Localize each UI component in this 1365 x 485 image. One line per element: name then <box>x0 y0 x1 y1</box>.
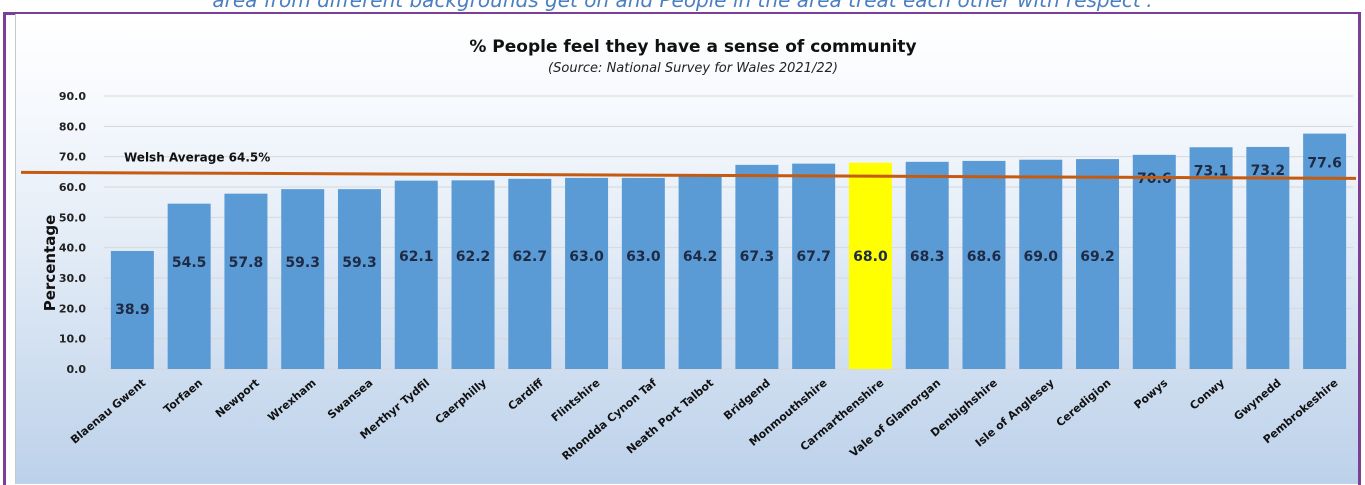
category-label: Cardiff <box>506 376 546 413</box>
value-labels: 38.9 54.5 57.8 59.3 59.3 62.1 62.2 62.7 63.0 63.0… <box>115 156 1342 318</box>
bar-newport <box>224 193 268 369</box>
bar-value-label: 73.1 <box>1194 163 1229 179</box>
bar-value-label: 62.2 <box>456 249 491 265</box>
bar-isle-of-anglesey <box>1019 159 1063 369</box>
bar-value-label: 68.3 <box>910 249 945 265</box>
bar-conwy <box>1189 147 1233 369</box>
category-label: Gwynedd <box>1231 376 1283 423</box>
category-label: Torfaen <box>161 376 205 416</box>
y-tick-label: 90.0 <box>59 90 86 103</box>
chart-subtitle: (Source: National Survey for Wales 2021/… <box>548 61 838 76</box>
bar-denbighshire <box>962 160 1006 369</box>
bar-gwynedd <box>1246 146 1290 369</box>
y-tick-label: 70.0 <box>59 151 86 164</box>
bar-swansea <box>337 189 381 369</box>
bar-chart: 0.010.020.030.040.050.060.070.080.090.0 … <box>20 37 1357 463</box>
category-label: Caerphilly <box>433 376 489 426</box>
bar-cardiff <box>508 178 552 369</box>
bar-value-label: 62.7 <box>513 249 548 265</box>
bar-torfaen <box>167 203 211 369</box>
category-label: Conwy <box>1187 376 1227 412</box>
bar-value-label: 69.0 <box>1023 249 1058 265</box>
chart-panel: 0.0 10.0 20.0 30.0 40.0 50.0 60.0 70.0 80.0 90.0 … <box>15 14 1358 484</box>
bar-value-label: 68.6 <box>967 249 1002 265</box>
category-labels: Blaenau Gwent Torfaen Newport Wrexham Swanse… <box>68 376 1340 463</box>
bar-blaenau-gwent <box>110 251 154 369</box>
bar-neath-port-talbot <box>678 174 722 369</box>
bar-monmouthshire <box>792 163 836 369</box>
bar-ceredigion <box>1076 159 1120 369</box>
category-label: Rhondda Cynon Taf <box>560 376 660 463</box>
bar-value-label: 59.3 <box>285 255 320 271</box>
bar-rhondda-cynon-taf <box>621 177 665 369</box>
bar-powys <box>1132 154 1176 369</box>
bar-vale-of-glamorgan <box>905 161 949 369</box>
bar-value-label: 69.2 <box>1080 249 1115 265</box>
chart-title: % People feel they have a sense of commu… <box>469 37 916 57</box>
bar-value-label: 64.2 <box>683 249 718 265</box>
bar-pembrokeshire <box>1303 133 1347 369</box>
bar-wrexham <box>281 189 325 369</box>
category-label: Ceredigion <box>1054 376 1114 429</box>
bar-value-label: 67.3 <box>740 249 775 265</box>
category-label: Bridgend <box>721 376 773 422</box>
y-tick-label: 30.0 <box>59 272 86 285</box>
category-label: Blaenau Gwent <box>68 376 148 446</box>
y-axis-ticks: 0.0 10.0 20.0 30.0 40.0 50.0 60.0 70.0 80.0 90.0 <box>59 90 86 376</box>
category-label: Flintshire <box>549 376 603 424</box>
y-tick-label: 80.0 <box>59 120 86 133</box>
bar-merthyr-tydfil <box>394 180 438 369</box>
header-caption-strip: area from different backgrounds get on a… <box>0 0 1365 12</box>
category-label: Powys <box>1132 376 1171 412</box>
y-axis-label: Percentage <box>41 215 59 312</box>
y-tick-label: 0.0 <box>67 363 87 376</box>
category-label: Wrexham <box>265 376 318 424</box>
bars <box>110 133 1347 369</box>
category-label: Swansea <box>325 376 375 421</box>
bar-value-label: 68.0 <box>853 249 888 265</box>
bar-value-label: 57.8 <box>229 255 264 271</box>
y-tick-label: 50.0 <box>59 211 86 224</box>
bar-value-label: 59.3 <box>342 255 377 271</box>
welsh-average-label: Welsh Average 64.5% <box>124 150 270 164</box>
bar-value-label: 63.0 <box>569 249 604 265</box>
y-tick-label: 60.0 <box>59 181 86 194</box>
bar-value-label: 54.5 <box>172 255 207 271</box>
bar-value-label: 77.6 <box>1307 156 1342 172</box>
bar-value-label: 38.9 <box>115 302 150 318</box>
bar-carmarthenshire <box>848 162 892 369</box>
bar-flintshire <box>565 177 609 369</box>
welsh-average-line <box>20 170 1357 180</box>
chart-frame <box>3 12 1361 485</box>
y-tick-label: 10.0 <box>59 333 86 346</box>
bar-bridgend <box>735 164 779 369</box>
bar-caerphilly <box>451 180 495 369</box>
y-tick-label: 40.0 <box>59 242 86 255</box>
bar-value-label: 67.7 <box>796 249 831 265</box>
bar-value-label: 63.0 <box>626 249 661 265</box>
y-tick-label: 20.0 <box>59 302 86 315</box>
header-caption: area from different backgrounds get on a… <box>212 0 1153 12</box>
bar-value-label: 73.2 <box>1251 163 1286 179</box>
category-label: Newport <box>213 376 262 420</box>
bar-value-label: 62.1 <box>399 249 434 265</box>
